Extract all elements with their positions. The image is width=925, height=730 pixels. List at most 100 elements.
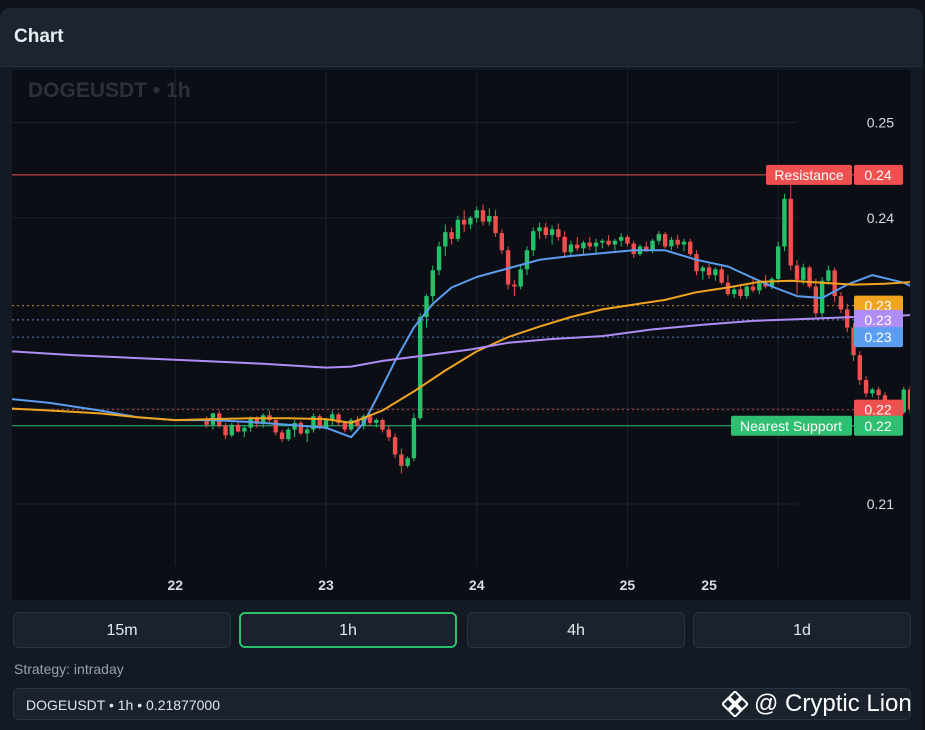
candle: [468, 215, 473, 230]
candle-body: [775, 246, 781, 279]
candle: [543, 222, 548, 239]
timeframe-1h-button[interactable]: 1h: [239, 612, 457, 648]
x-tick-label: 24: [469, 577, 485, 593]
moving-average-line-2: [12, 279, 910, 424]
candle: [537, 222, 542, 239]
support-value-tag-bg: [854, 415, 903, 436]
candle: [562, 231, 567, 256]
candle-body: [675, 239, 680, 245]
candle-body: [330, 414, 335, 421]
candle: [392, 433, 398, 459]
resistance-label: Resistance: [774, 167, 843, 183]
candle-body: [845, 309, 850, 328]
candle: [782, 194, 787, 252]
candle: [430, 265, 435, 302]
candle-body: [694, 254, 699, 272]
candle-body: [430, 270, 435, 297]
candle: [380, 418, 385, 433]
candle-body: [669, 239, 674, 247]
chart-canvas[interactable]: DOGEUSDT • 1h 0.25 0.24 0.22 0.21 22 23 24 25 25 0…: [12, 70, 910, 600]
candle-body: [543, 227, 548, 236]
candle: [204, 416, 209, 428]
candle: [348, 418, 354, 432]
candle: [788, 174, 793, 271]
moving-average-line-3: [12, 314, 910, 369]
candle: [512, 279, 517, 297]
candle-body: [801, 267, 806, 280]
candle: [531, 227, 536, 256]
candle: [568, 240, 574, 256]
candle: [304, 425, 310, 442]
candle: [719, 265, 724, 285]
candle: [863, 376, 869, 398]
candle-body: [568, 244, 574, 253]
candle: [418, 313, 423, 421]
resistance-value-tag-bg: [854, 164, 903, 185]
candle-body: [618, 236, 624, 241]
candle-body: [204, 420, 209, 425]
candle-body: [838, 296, 844, 310]
candle: [449, 227, 454, 245]
candle: [901, 386, 906, 415]
candle: [838, 292, 844, 314]
candle: [235, 421, 241, 433]
candle: [405, 456, 410, 468]
candle-body: [424, 296, 429, 318]
candle: [876, 386, 881, 400]
candle: [870, 387, 875, 398]
candle: [556, 223, 561, 241]
candle: [907, 385, 910, 414]
timeframe-4h-button[interactable]: 4h: [467, 612, 685, 648]
candle-body: [386, 429, 391, 438]
price-chart[interactable]: DOGEUSDT • 1h 0.25 0.24 0.22 0.21 22 23 24 25 25 0…: [12, 70, 910, 600]
candle: [336, 412, 341, 426]
candle-body: [261, 415, 266, 424]
candle-body: [374, 420, 379, 423]
resistance-label-bg: [766, 164, 852, 185]
y-tick-label: 0.24: [867, 210, 894, 226]
candle-body: [342, 422, 348, 430]
candle-body: [336, 414, 341, 423]
candle-body: [662, 234, 668, 247]
candle-body: [788, 198, 793, 266]
candle-body: [273, 420, 278, 433]
candle: [474, 206, 479, 223]
timeframe-15m-button[interactable]: 15m: [13, 612, 231, 648]
candle-body: [631, 243, 636, 255]
candle: [606, 235, 611, 247]
timeframe-1d-button[interactable]: 1d: [693, 612, 911, 648]
candle: [832, 267, 837, 302]
candle: [732, 286, 737, 298]
candle: [669, 236, 674, 251]
candle: [261, 413, 266, 428]
candle: [713, 267, 718, 281]
candle-body: [794, 265, 800, 280]
candle: [575, 236, 580, 252]
candle-body: [549, 229, 555, 236]
candle: [298, 421, 304, 436]
candle: [681, 238, 687, 252]
candle: [738, 284, 743, 299]
x-tick-label: 25: [701, 577, 717, 593]
candle-body: [524, 250, 530, 270]
candle-body: [355, 420, 360, 426]
candle: [700, 265, 705, 280]
candle: [662, 232, 668, 249]
symbol-info-text: DOGEUSDT • 1h • 0.21877000: [26, 697, 220, 713]
candle-body: [480, 210, 486, 222]
candle-body: [587, 242, 592, 247]
candle: [744, 284, 749, 299]
candle-body: [857, 355, 862, 380]
candle-body: [367, 416, 373, 423]
price-tag-3-bg: [854, 327, 903, 348]
candle: [706, 263, 712, 279]
candle-body: [681, 241, 687, 245]
candle-body: [235, 424, 241, 432]
candle-body: [901, 389, 906, 413]
candle-body: [612, 240, 618, 245]
candle-body: [399, 454, 404, 466]
candle: [581, 240, 586, 255]
candle-body: [700, 267, 705, 272]
candle: [750, 278, 756, 293]
candle-body: [556, 229, 561, 237]
